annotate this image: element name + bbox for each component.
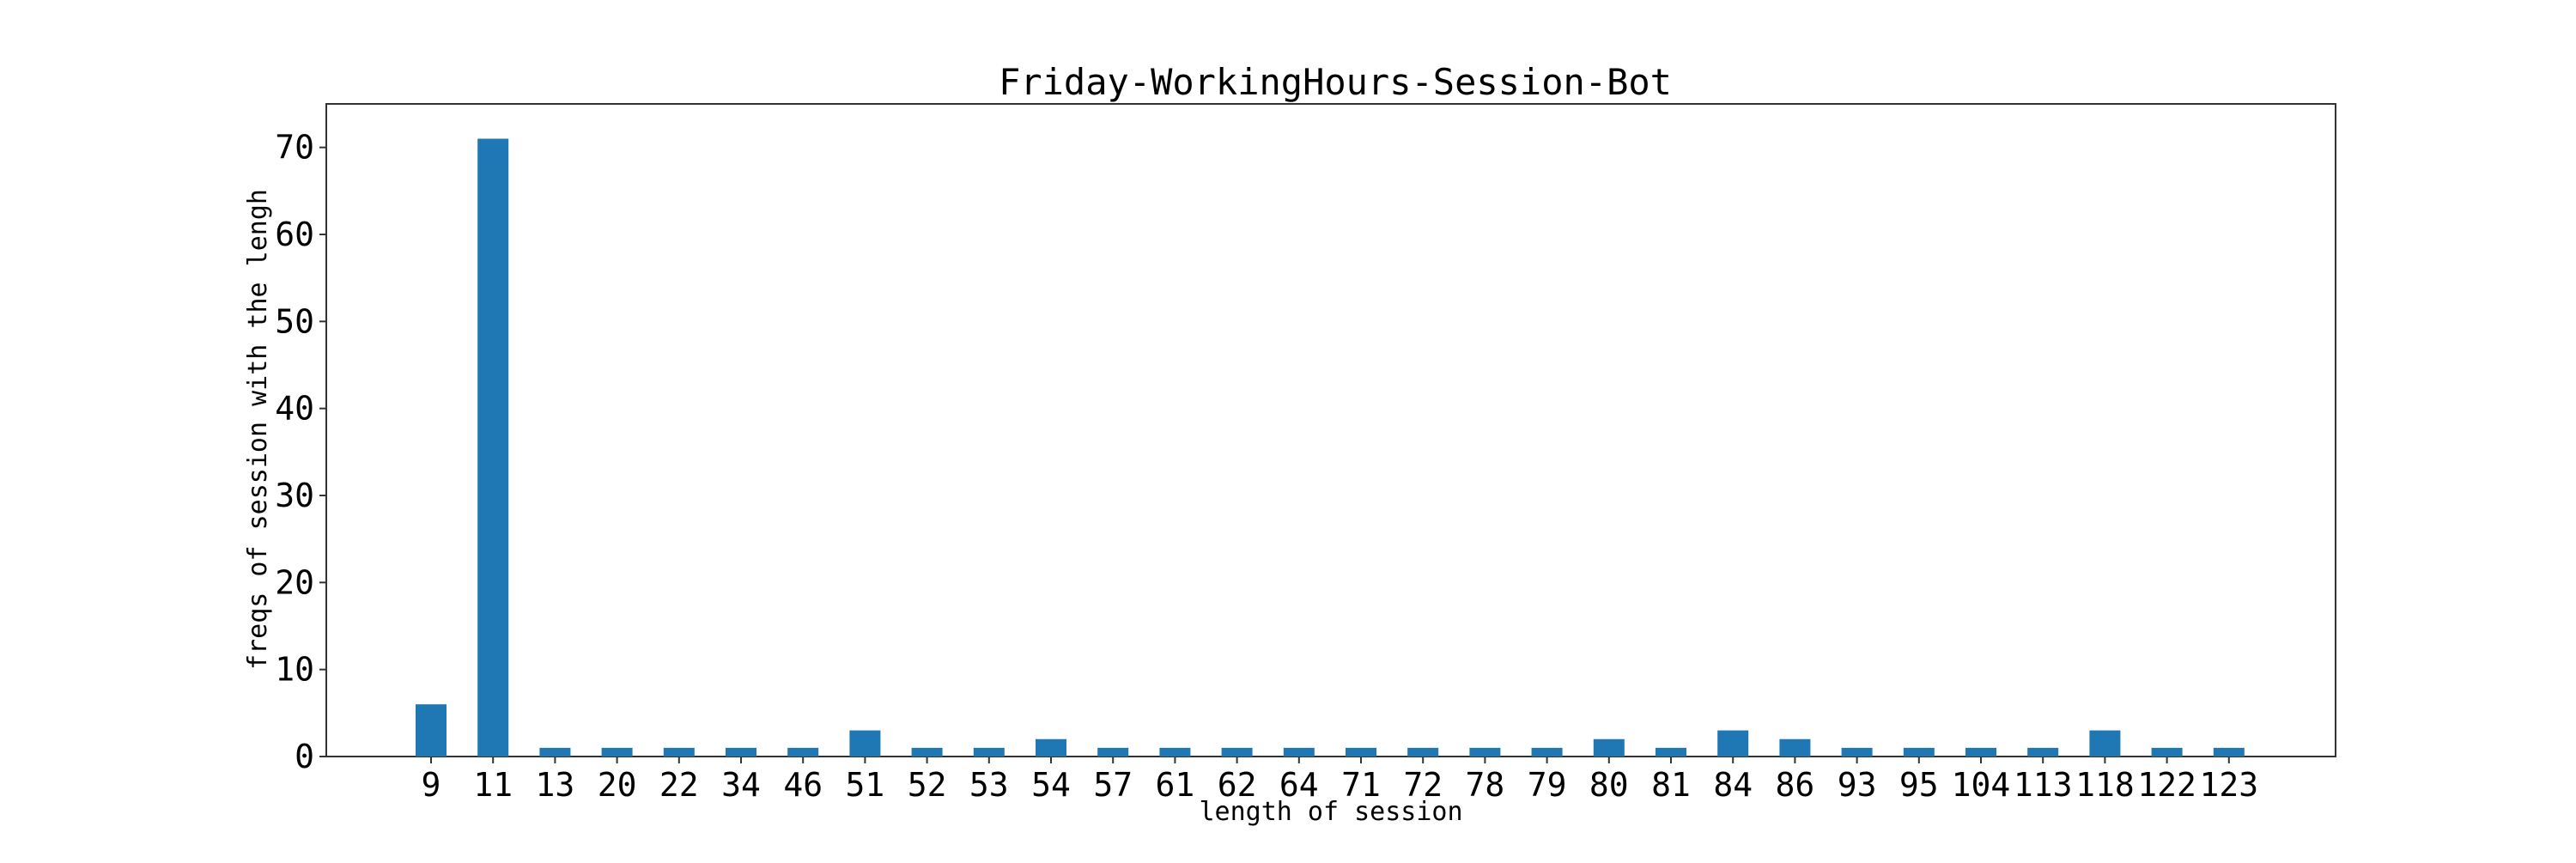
bar-104: [1965, 747, 1996, 757]
bar-81: [1656, 747, 1686, 757]
bar-54: [1036, 738, 1066, 757]
bar-122: [2151, 747, 2183, 757]
bar-57: [1097, 747, 1129, 757]
x-tick-label: 104: [1952, 766, 2011, 804]
y-tick-label: 40: [275, 390, 314, 428]
x-tick-label: 54: [1031, 766, 1071, 804]
bar-62: [1221, 747, 1253, 757]
y-tick-label: 50: [275, 302, 314, 340]
x-tick-label: 34: [721, 766, 761, 804]
x-tick-label: 93: [1838, 766, 1877, 804]
x-tick-label: 53: [969, 766, 1009, 804]
bar-86: [1779, 738, 1811, 757]
x-tick-label: 84: [1713, 766, 1753, 804]
x-tick-label: 123: [2199, 766, 2258, 804]
y-tick-label: 70: [275, 129, 314, 167]
x-tick-label: 113: [2014, 766, 2073, 804]
x-tick-label: 86: [1776, 766, 1815, 804]
x-tick-label: 46: [783, 766, 823, 804]
bar-22: [663, 747, 695, 757]
x-tick-label: 13: [536, 766, 575, 804]
x-tick-label: 71: [1341, 766, 1381, 804]
x-tick-label: 64: [1279, 766, 1319, 804]
x-tick-label: 51: [846, 766, 885, 804]
y-tick-label: 30: [275, 477, 314, 514]
bar-46: [787, 747, 819, 757]
bar-13: [539, 747, 571, 757]
x-tick-label: 72: [1403, 766, 1443, 804]
bar-71: [1346, 747, 1376, 757]
bar-123: [2213, 747, 2245, 757]
x-tick-label: 20: [598, 766, 637, 804]
bar-64: [1283, 747, 1315, 757]
bar-53: [973, 747, 1005, 757]
x-tick-label: 78: [1466, 766, 1505, 804]
y-tick-label: 60: [275, 216, 314, 253]
bar-118: [2089, 730, 2121, 757]
x-tick-label: 79: [1528, 766, 1567, 804]
bar-51: [849, 730, 881, 757]
bar-20: [601, 747, 633, 757]
x-tick-label: 95: [1899, 766, 1939, 804]
bar-113: [2027, 747, 2059, 757]
x-tick-label: 118: [2075, 766, 2135, 804]
x-tick-label: 57: [1093, 766, 1133, 804]
plot-area-frame: [325, 103, 2336, 757]
bar-79: [1531, 747, 1563, 757]
bars-group: [416, 138, 2245, 757]
y-tick-label: 10: [275, 651, 314, 689]
bar-52: [911, 747, 943, 757]
x-tick-label: 11: [473, 766, 513, 804]
y-axis-ticks: 0 10 20 30 40 50 60 70: [275, 129, 326, 775]
bar-61: [1159, 747, 1191, 757]
y-tick-label: 0: [295, 738, 314, 775]
bar-93: [1841, 747, 1873, 757]
bar-78: [1469, 747, 1501, 757]
bar-11: [477, 138, 509, 757]
x-tick-label: 61: [1156, 766, 1195, 804]
x-axis-label: length of session: [1199, 797, 1462, 827]
y-tick-label: 20: [275, 563, 314, 601]
chart-title: Friday-WorkingHours-Session-Bot: [999, 61, 1672, 103]
x-tick-label: 52: [908, 766, 947, 804]
y-axis-label: freqs of session with the lengh: [243, 189, 273, 670]
bar-34: [726, 747, 756, 757]
x-tick-label: 122: [2137, 766, 2196, 804]
x-tick-label: 9: [422, 766, 441, 804]
x-tick-label: 81: [1651, 766, 1691, 804]
x-tick-label: 22: [659, 766, 699, 804]
x-axis-ticks: 9 11 13 20 22 34 46 51 52 53 54 57 61 62 64 71 72 78 79 80 8…: [422, 757, 2258, 804]
bar-84: [1717, 730, 1749, 757]
x-tick-label: 80: [1589, 766, 1629, 804]
bar-80: [1593, 738, 1625, 757]
bar-72: [1407, 747, 1439, 757]
x-tick-label: 62: [1218, 766, 1257, 804]
bar-95: [1903, 747, 1935, 757]
bar-9: [416, 704, 447, 757]
